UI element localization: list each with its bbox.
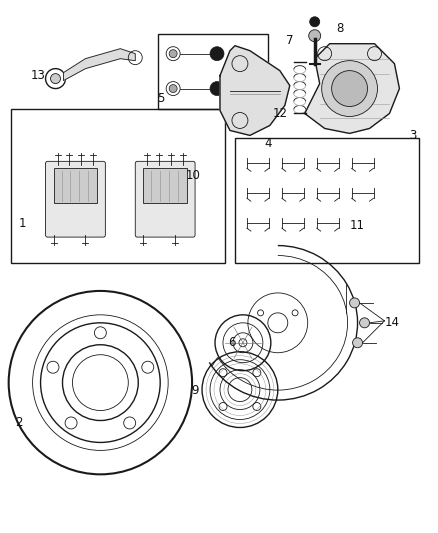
Circle shape [210,82,224,95]
FancyBboxPatch shape [46,161,106,237]
Text: 10: 10 [186,169,201,182]
Circle shape [332,71,367,107]
Circle shape [309,30,321,42]
Text: 6: 6 [228,336,236,349]
Text: 9: 9 [191,384,199,397]
Polygon shape [305,44,399,133]
FancyBboxPatch shape [135,161,195,237]
Circle shape [169,50,177,58]
Bar [11,109,225,263]
Circle shape [321,61,378,117]
Text: 4: 4 [264,137,272,150]
Bar [235,139,419,263]
Circle shape [350,298,360,308]
Circle shape [353,338,363,348]
Polygon shape [220,46,290,135]
Text: 1: 1 [19,216,26,230]
Text: 12: 12 [272,107,287,120]
Bar [158,34,268,109]
Text: 7: 7 [286,34,293,47]
Text: 3: 3 [409,129,416,142]
Text: 8: 8 [336,22,343,35]
Circle shape [210,47,224,61]
Circle shape [50,74,60,84]
Text: 11: 11 [350,219,365,232]
Text: 2: 2 [15,416,22,429]
Text: 5: 5 [158,92,165,105]
Text: 13: 13 [31,69,46,82]
Bar [143,168,187,203]
Circle shape [310,17,320,27]
Text: 14: 14 [385,316,400,329]
Bar [53,168,97,203]
Polygon shape [64,49,135,80]
Circle shape [169,85,177,93]
Circle shape [360,318,370,328]
